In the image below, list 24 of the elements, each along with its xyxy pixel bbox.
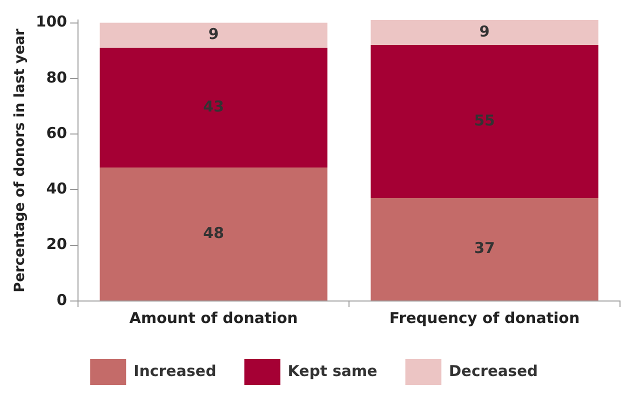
y-tick-label: 20: [46, 235, 68, 254]
y-axis-title: Percentage of donors in last year: [12, 28, 28, 292]
bar: [100, 22, 328, 48]
data-label: 43: [203, 98, 224, 116]
x-tick-label: Frequency of donation: [389, 308, 580, 327]
bar: [100, 48, 328, 168]
x-tick-label: Amount of donation: [129, 308, 298, 327]
data-label: 37: [474, 239, 495, 258]
y-tick-label: 80: [46, 68, 68, 86]
y-tick-label: 40: [46, 180, 68, 198]
legend-label: Decreased: [448, 362, 538, 380]
y-tick-label: 0: [56, 290, 68, 309]
bar: [370, 198, 598, 300]
bar: [100, 167, 328, 300]
data-label: 9: [479, 22, 490, 40]
y-tick-label: 100: [36, 12, 68, 31]
data-label: 55: [474, 111, 495, 130]
data-label: 9: [208, 25, 219, 44]
data-label: 48: [203, 224, 224, 242]
bar: [370, 45, 598, 198]
bar: [370, 20, 598, 46]
legend-label: Kept same: [288, 362, 378, 380]
legend-label: Increased: [134, 362, 216, 380]
y-tick-label: 60: [46, 124, 68, 142]
